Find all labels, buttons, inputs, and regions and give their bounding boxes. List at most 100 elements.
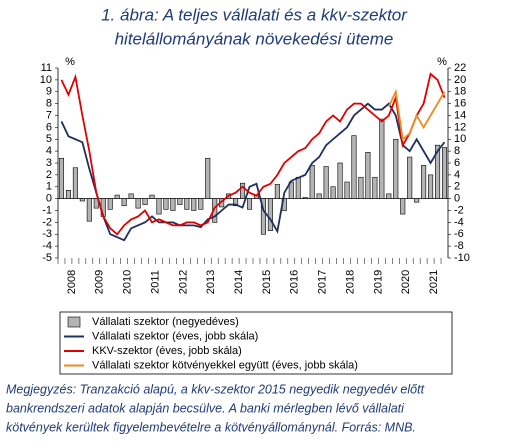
y-tick-label: -5 — [42, 252, 52, 264]
y-tick-label: -2 — [42, 216, 52, 228]
bar — [344, 181, 350, 199]
bar — [441, 147, 448, 199]
bar — [316, 193, 322, 199]
bar — [107, 198, 113, 210]
y-tick-label: -4 — [42, 240, 52, 252]
bar — [198, 198, 204, 210]
bar — [435, 144, 441, 199]
bar — [379, 118, 385, 199]
bar — [149, 194, 155, 199]
line — [387, 88, 446, 141]
x-tick-label: 2012 — [177, 270, 189, 294]
y2-tick-label: -4 — [454, 216, 464, 228]
y2-tick-label: 12 — [454, 121, 466, 133]
x-tick-label: 2017 — [317, 270, 329, 294]
x-tick-label: 2019 — [372, 270, 384, 294]
y2-tick-label: 22 — [454, 62, 466, 74]
bar — [274, 184, 280, 199]
bar — [233, 198, 239, 207]
legend-swatch — [67, 316, 81, 328]
bar — [295, 176, 301, 199]
x-tick-label: 2020 — [400, 270, 412, 294]
y2-unit: % — [437, 56, 447, 68]
y2-tick-label: 0 — [454, 193, 460, 205]
y2-tick-label: -8 — [454, 240, 464, 252]
x-tick-label: 2013 — [205, 270, 217, 294]
y-tick-label: 9 — [46, 86, 52, 98]
x-tick-label: 2015 — [261, 270, 273, 294]
y2-tick-label: 6 — [454, 157, 460, 169]
bar — [372, 176, 378, 199]
bar — [428, 174, 434, 199]
bar — [330, 186, 336, 199]
bar — [246, 198, 253, 210]
y2-tick-label: 18 — [454, 86, 466, 98]
bar — [72, 167, 78, 199]
legend-label: KKV-szektor (éves, jobb skála) — [92, 345, 242, 357]
bar — [191, 198, 197, 211]
x-tick-label: 2011 — [149, 270, 161, 294]
legend-label: Vállalati szektor kötvényekkel együtt (é… — [92, 359, 358, 371]
y-tick-label: -1 — [42, 204, 52, 216]
bar — [358, 176, 364, 199]
bar — [156, 198, 162, 215]
bar — [323, 166, 329, 199]
bar — [58, 157, 65, 199]
bar — [79, 198, 85, 202]
bar — [114, 194, 120, 199]
y-tick-label: 1 — [46, 181, 52, 193]
bar — [184, 198, 190, 210]
bar — [177, 198, 183, 205]
line — [60, 72, 446, 236]
y2-tick-label: 10 — [454, 133, 466, 145]
y-tick-label: 11 — [41, 62, 52, 74]
y2-tick-label: 14 — [454, 109, 466, 121]
x-tick-label: 2009 — [94, 270, 106, 294]
y2-tick-label: 2 — [454, 181, 460, 193]
y-tick-label: 7 — [46, 109, 52, 121]
line — [60, 102, 446, 242]
bar — [65, 190, 71, 199]
y2-tick-label: -2 — [454, 204, 464, 216]
note: Megjegyzés: Tranzakció alapú, a kkv-szek… — [6, 382, 425, 396]
note: bankrendszeri adatok alapján becsülve. A… — [6, 401, 405, 415]
x-tick-label: 2018 — [344, 270, 356, 294]
y2-tick-label: 16 — [454, 98, 466, 110]
y2-tick-label: -10 — [454, 252, 470, 264]
legend-label: Vállalati szektor (éves, jobb skála) — [92, 330, 258, 342]
bar — [170, 198, 176, 211]
bar — [86, 198, 92, 222]
y-tick-label: 8 — [46, 98, 52, 110]
y-tick-label: 3 — [46, 157, 52, 169]
y-tick-label: 10 — [40, 74, 52, 86]
bar — [365, 152, 371, 199]
y2-tick-label: 8 — [454, 145, 460, 157]
bar — [240, 182, 246, 199]
bar — [260, 198, 266, 235]
legend-box — [59, 311, 453, 375]
bar — [309, 165, 315, 199]
y-tick-label: -3 — [42, 228, 52, 240]
y-tick-label: 0 — [46, 193, 52, 205]
y-unit: % — [65, 56, 75, 68]
chart-title: 1. ábra: A teljes vállalati és a kkv-sze… — [101, 5, 408, 24]
y-tick-label: 2 — [46, 169, 52, 181]
bar — [121, 198, 127, 207]
bar — [337, 162, 343, 199]
bar — [302, 197, 308, 199]
bar — [386, 193, 392, 199]
y2-tick-label: 4 — [454, 169, 460, 181]
y-tick-label: 6 — [46, 121, 52, 133]
bar — [393, 138, 399, 199]
bar — [421, 165, 427, 199]
y2-tick-label: 20 — [454, 74, 466, 86]
chart-title: hitelállományának növekedési üteme — [115, 29, 394, 48]
bar — [135, 198, 141, 209]
bar — [351, 135, 357, 199]
y-tick-label: 4 — [46, 145, 52, 157]
y-tick-label: 5 — [46, 133, 52, 145]
bar — [205, 157, 211, 199]
bar — [128, 193, 134, 199]
bar — [407, 156, 413, 199]
